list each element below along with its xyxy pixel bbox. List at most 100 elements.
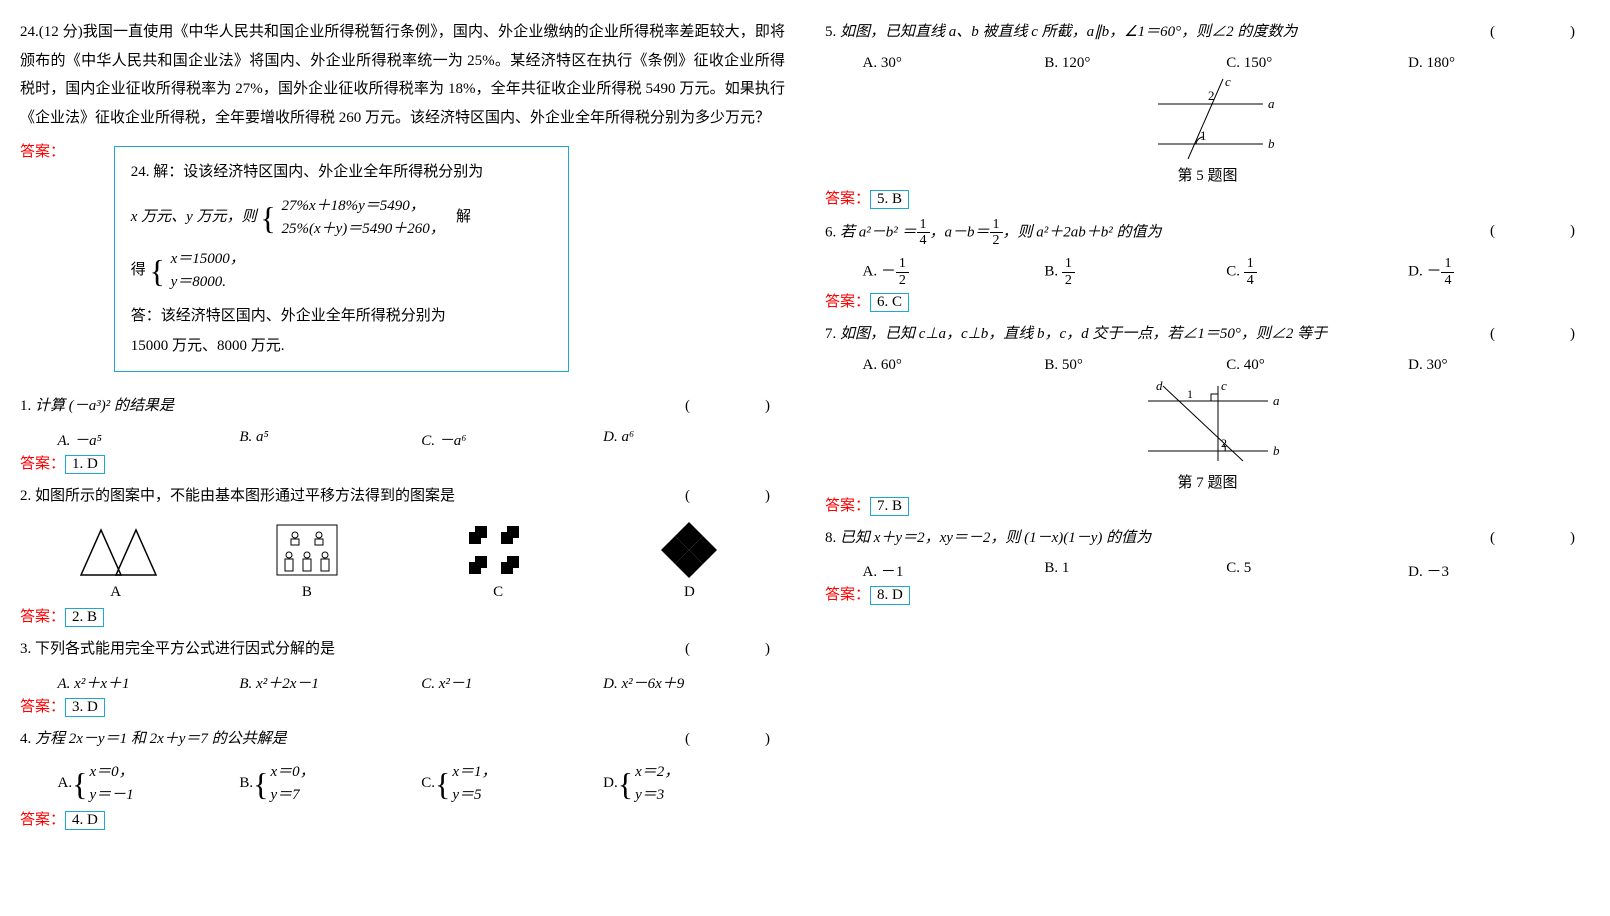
q1-text: 计算 (－a³)² 的结果是	[35, 398, 174, 414]
paren: ( )	[685, 635, 785, 664]
q2-ans: 2. B	[65, 608, 104, 627]
svg-text:1: 1	[1200, 128, 1207, 143]
paren: ( )	[1490, 217, 1590, 246]
q2-num: 2.	[20, 488, 31, 504]
q8-opt-c: C. 5	[1226, 560, 1408, 581]
q7-opt-c: C. 40°	[1226, 357, 1408, 374]
q24-solution: 24. 解：设该经济特区国内、外企业全年所得税分别为 x 万元、y 万元，则 {…	[114, 146, 569, 372]
q3-opt-d: D. x²－6x＋9	[603, 672, 785, 693]
q6-num: 6.	[825, 224, 836, 240]
q7-opt-d: D. 30°	[1408, 357, 1590, 374]
q7-opt-a: A. 60°	[863, 357, 1045, 374]
q24-text: 我国一直使用《中华人民共和国企业所得税暂行条例》，国内、外企业缴纳的企业所得税率…	[20, 24, 785, 126]
q6-post: ，则 a²＋2ab＋b² 的值为	[1003, 224, 1162, 240]
q5-opt-d: D. 180°	[1408, 55, 1590, 72]
q2-lbl-c: C	[403, 584, 594, 601]
paren: ( )	[1490, 320, 1590, 349]
q3-text: 下列各式能用完全平方公式进行因式分解的是	[35, 641, 335, 657]
paren: ( )	[1490, 524, 1590, 553]
q6-ans: 6. C	[870, 293, 909, 312]
paren: ( )	[685, 482, 785, 511]
q7-figure: a b c d 1 2 第 7 题图	[825, 376, 1590, 492]
q5-ans: 5. B	[870, 190, 909, 209]
q24-num: 24.	[20, 24, 39, 40]
q4-opt-a: A.{x＝0，y＝－1	[58, 761, 240, 806]
q5-num: 5.	[825, 24, 836, 40]
paren: ( )	[1490, 18, 1590, 47]
q6-opt-c: C. 14	[1226, 256, 1408, 288]
q7-num: 7.	[825, 326, 836, 342]
svg-text:b: b	[1268, 136, 1275, 151]
sol-l1-pre: x 万元、y 万元，则	[131, 209, 257, 225]
ans-label: 答案：	[825, 191, 870, 207]
svg-text:1: 1	[1187, 387, 1193, 401]
sol-ans2: 15000 万元、8000 万元.	[131, 331, 552, 361]
sol-l1-post: 解	[456, 209, 471, 225]
ans-label: 答案：	[20, 699, 65, 715]
q3-opt-c: C. x²－1	[421, 672, 603, 693]
ans-label: 答案：	[825, 498, 870, 514]
q1-num: 1.	[20, 398, 31, 414]
q4-opt-b: B.{x＝0，y＝7	[239, 761, 421, 806]
q2-fig-d: D	[594, 520, 785, 601]
q4-num: 4.	[20, 731, 31, 747]
q2-fig-b: B	[211, 520, 402, 601]
q4-opt-c: C.{x＝1，y＝5	[421, 761, 603, 806]
q8-opt-a: A. －1	[863, 560, 1045, 581]
sol-ans: 答：该经济特区国内、外企业全年所得税分别为	[131, 301, 552, 331]
q7-ans: 7. B	[870, 497, 909, 516]
q6-opt-d: D. －14	[1408, 256, 1590, 288]
q4-text: 方程 2x－y＝1 和 2x＋y＝7 的公共解是	[35, 731, 287, 747]
q2-fig-c: C	[403, 520, 594, 601]
q5-opt-a: A. 30°	[863, 55, 1045, 72]
q4-ans: 4. D	[65, 811, 105, 830]
sol-eq2: 25%(x＋y)＝5490＋260，	[281, 221, 444, 237]
q2-text: 如图所示的图案中，不能由基本图形通过平移方法得到的图案是	[35, 488, 455, 504]
q6-opt-b: B. 12	[1044, 256, 1226, 288]
q2-lbl-b: B	[211, 584, 402, 601]
ans-label: 答案：	[20, 456, 65, 472]
sol-l2: 得	[131, 262, 146, 278]
ans-label: 答案：	[20, 144, 65, 160]
q2-fig-a: A	[20, 520, 211, 601]
q3-opt-b: B. x²＋2x－1	[239, 672, 421, 693]
paren: ( )	[685, 725, 785, 754]
svg-text:c: c	[1225, 74, 1231, 89]
q4-opt-d: D.{x＝2，y＝3	[603, 761, 785, 806]
svg-text:2: 2	[1221, 436, 1227, 450]
q3-ans: 3. D	[65, 698, 105, 717]
q6-mid: ，a－b＝	[930, 224, 990, 240]
q1-opt-b: B. a⁵	[239, 429, 421, 450]
ans-label: 答案：	[20, 609, 65, 625]
q7-caption: 第 7 题图	[825, 471, 1590, 492]
sol-r1: x＝15000，	[171, 251, 245, 267]
q8-opt-b: B. 1	[1044, 560, 1226, 581]
q3-num: 3.	[20, 641, 31, 657]
q1-opt-d: D. a⁶	[603, 429, 785, 450]
q5-text: 如图，已知直线 a、b 被直线 c 所截，a∥b，∠1＝60°，则∠2 的度数为	[840, 24, 1297, 40]
svg-text:a: a	[1273, 393, 1280, 408]
ans-label: 答案：	[825, 587, 870, 603]
q1-opt-c: C. －a⁶	[421, 429, 603, 450]
q2-lbl-a: A	[20, 584, 211, 601]
sol-lead: 24. 解：设该经济特区国内、外企业全年所得税分别为	[131, 157, 552, 187]
svg-text:d: d	[1156, 378, 1163, 393]
svg-text:2: 2	[1208, 88, 1215, 103]
q24-pts: (12 分)	[39, 24, 83, 40]
q6-opt-a: A. －12	[863, 256, 1045, 288]
q8-ans: 8. D	[870, 586, 910, 605]
svg-text:b: b	[1273, 443, 1280, 458]
sol-eq1: 27%x＋18%y＝5490，	[281, 198, 424, 214]
q8-num: 8.	[825, 530, 836, 546]
svg-text:c: c	[1221, 378, 1227, 393]
q5-figure: a b c 2 1 第 5 题图	[825, 74, 1590, 185]
paren: ( )	[685, 392, 785, 421]
q7-text: 如图，已知 c⊥a，c⊥b，直线 b，c，d 交于一点，若∠1＝50°，则∠2 …	[840, 326, 1327, 342]
q8-opt-d: D. －3	[1408, 560, 1590, 581]
q8-text: 已知 x＋y＝2，xy＝－2，则 (1－x)(1－y) 的值为	[840, 530, 1151, 546]
q5-opt-c: C. 150°	[1226, 55, 1408, 72]
q3-opt-a: A. x²＋x＋1	[58, 672, 240, 693]
q6-pre: 若 a²－b² ＝	[840, 224, 917, 240]
q7-opt-b: B. 50°	[1044, 357, 1226, 374]
sol-r2: y＝8000.	[171, 274, 226, 290]
